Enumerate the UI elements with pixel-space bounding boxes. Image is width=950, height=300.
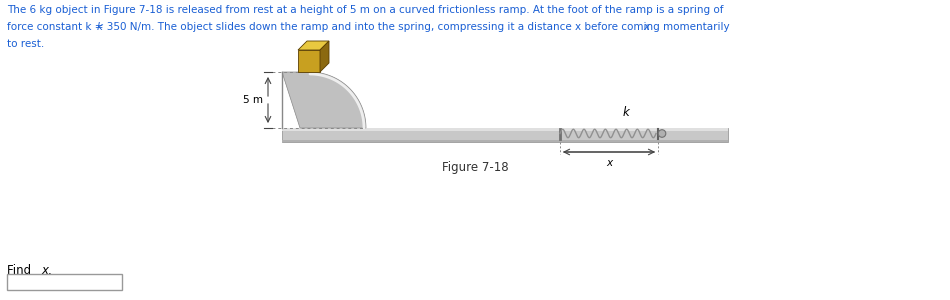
Bar bbox=[7, 274, 122, 290]
Text: Find: Find bbox=[7, 263, 35, 277]
Polygon shape bbox=[298, 41, 329, 50]
Bar bbox=[298, 50, 320, 72]
Text: k: k bbox=[622, 106, 629, 119]
Bar bbox=[282, 128, 728, 130]
Text: The 6 kg object in Figure 7-18 is released from rest at a height of 5 m on a cur: The 6 kg object in Figure 7-18 is releas… bbox=[7, 5, 724, 15]
Polygon shape bbox=[282, 72, 366, 128]
Text: k: k bbox=[96, 22, 103, 32]
Text: x: x bbox=[606, 158, 612, 167]
Text: 5 m: 5 m bbox=[243, 95, 263, 105]
Circle shape bbox=[658, 130, 666, 137]
Text: .: . bbox=[48, 263, 51, 277]
Text: force constant k = 350 N/m. The object slides down the ramp and into the spring,: force constant k = 350 N/m. The object s… bbox=[7, 22, 730, 32]
Text: x: x bbox=[644, 22, 650, 32]
Text: x: x bbox=[41, 263, 48, 277]
Bar bbox=[282, 140, 728, 142]
Text: to rest.: to rest. bbox=[7, 39, 45, 49]
Text: Figure 7-18: Figure 7-18 bbox=[442, 161, 508, 175]
Polygon shape bbox=[320, 41, 329, 72]
Bar bbox=[282, 128, 728, 142]
